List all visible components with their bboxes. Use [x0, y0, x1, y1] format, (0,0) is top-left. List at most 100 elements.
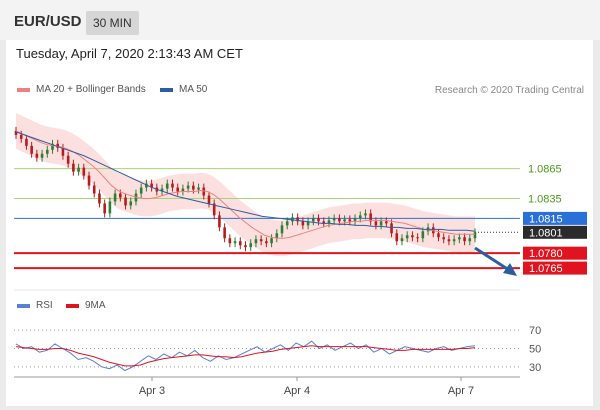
candle-body	[228, 238, 232, 244]
candle-body	[176, 187, 179, 192]
candle-body	[390, 223, 393, 234]
candle-body	[145, 183, 148, 188]
legend-ma20-label: MA 20 + Bollinger Bands	[36, 84, 146, 95]
level-label-1.0815: 1.0815	[529, 213, 563, 225]
candle-body	[108, 201, 112, 214]
candle-body	[416, 237, 419, 239]
legend-rsi-label: RSI	[36, 300, 53, 311]
candle-body	[364, 213, 367, 216]
candle-body	[129, 201, 133, 206]
candle-body	[301, 221, 305, 226]
level-label-1.0780: 1.0780	[529, 248, 563, 260]
candle-body	[45, 149, 49, 154]
candle-body	[379, 221, 383, 226]
candle-body	[463, 237, 466, 242]
candle-body	[233, 241, 237, 244]
candle-body	[98, 193, 101, 204]
rsi-tick-30: 30	[529, 362, 541, 374]
candle-body	[275, 233, 279, 239]
candle-body	[447, 239, 451, 242]
legend-ma9-label: 9MA	[85, 300, 106, 311]
candle-body	[317, 218, 320, 222]
candle-body	[442, 237, 446, 240]
candle-body	[280, 225, 284, 234]
candle-body	[369, 213, 372, 222]
candle-body	[14, 130, 18, 135]
level-tag-1.0780	[523, 246, 587, 260]
candle-body	[66, 155, 70, 164]
candle-body	[212, 203, 216, 216]
bollinger-band	[16, 113, 475, 257]
last-price-label: 1.0801	[529, 227, 563, 239]
legend-ma20: MA 20 + Bollinger Bands	[17, 84, 146, 95]
candle-body	[19, 134, 23, 139]
candle-body	[160, 188, 164, 192]
candle-body	[338, 218, 341, 222]
candle-body	[82, 167, 86, 176]
rsi-tick-50: 50	[529, 344, 541, 356]
candle-body	[421, 231, 425, 239]
legend-rsi: RSI	[17, 300, 53, 311]
candle-body	[452, 239, 456, 242]
candle-body	[181, 188, 185, 192]
symbol-title: EUR/USD	[14, 13, 82, 30]
candle-body	[72, 163, 75, 172]
candle-body	[400, 238, 404, 242]
candle-body	[306, 221, 310, 226]
candle-body	[473, 232, 477, 239]
candle-body	[358, 215, 362, 219]
candle-body	[25, 138, 28, 146]
candle-body	[405, 235, 409, 239]
level-label-1.0865: 1.0865	[528, 164, 562, 176]
candle-body	[238, 241, 242, 246]
candle-body	[165, 183, 169, 189]
level-label-1.0835: 1.0835	[528, 194, 562, 206]
candle-body	[343, 219, 346, 222]
candle-body	[348, 219, 352, 222]
candle-body	[265, 241, 268, 244]
candle-body	[40, 153, 44, 158]
candle-body	[322, 221, 326, 224]
candle-body	[218, 215, 221, 228]
last-price-tag	[523, 225, 587, 239]
rsi-line	[15, 340, 476, 372]
candle-body	[87, 175, 91, 186]
candle-body	[374, 221, 378, 226]
ma20-swatch	[17, 87, 30, 92]
candle-body	[207, 195, 211, 204]
candle-body	[327, 220, 331, 224]
candle-body	[353, 218, 357, 222]
candle-body	[192, 185, 195, 190]
candle-body	[249, 243, 253, 248]
forecast-arrow-head	[503, 263, 517, 276]
candle-body	[186, 185, 190, 189]
candle-body	[139, 187, 143, 194]
legend-ma9: 9MA	[66, 300, 106, 311]
candle-body	[285, 221, 289, 226]
candle-body	[312, 218, 315, 222]
candle-body	[197, 187, 200, 190]
x-tick-label: Apr 3	[139, 385, 165, 397]
candle-body	[385, 221, 388, 224]
candle-body	[77, 167, 80, 172]
candle-body	[150, 183, 153, 188]
candle-body	[254, 239, 258, 244]
timeframe-button[interactable]: 30 MIN	[86, 11, 139, 35]
candle-body	[56, 143, 60, 148]
x-tick-label: Apr 7	[448, 385, 474, 397]
ma20-line	[15, 130, 475, 239]
legend-ma50: MA 50	[160, 84, 207, 95]
candle-body	[244, 245, 247, 248]
attribution: Research © 2020 Trading Central	[434, 85, 584, 96]
candle-body	[332, 218, 336, 221]
candle-body	[171, 183, 174, 188]
level-label-1.0765: 1.0765	[529, 263, 563, 275]
candle-body	[437, 233, 440, 238]
candle-body	[296, 217, 299, 222]
level-tag-1.0765	[523, 261, 587, 275]
candle-body	[259, 239, 263, 242]
x-tick-label: Apr 4	[284, 385, 310, 397]
candle-body	[291, 217, 294, 222]
ma9-swatch	[66, 303, 79, 308]
